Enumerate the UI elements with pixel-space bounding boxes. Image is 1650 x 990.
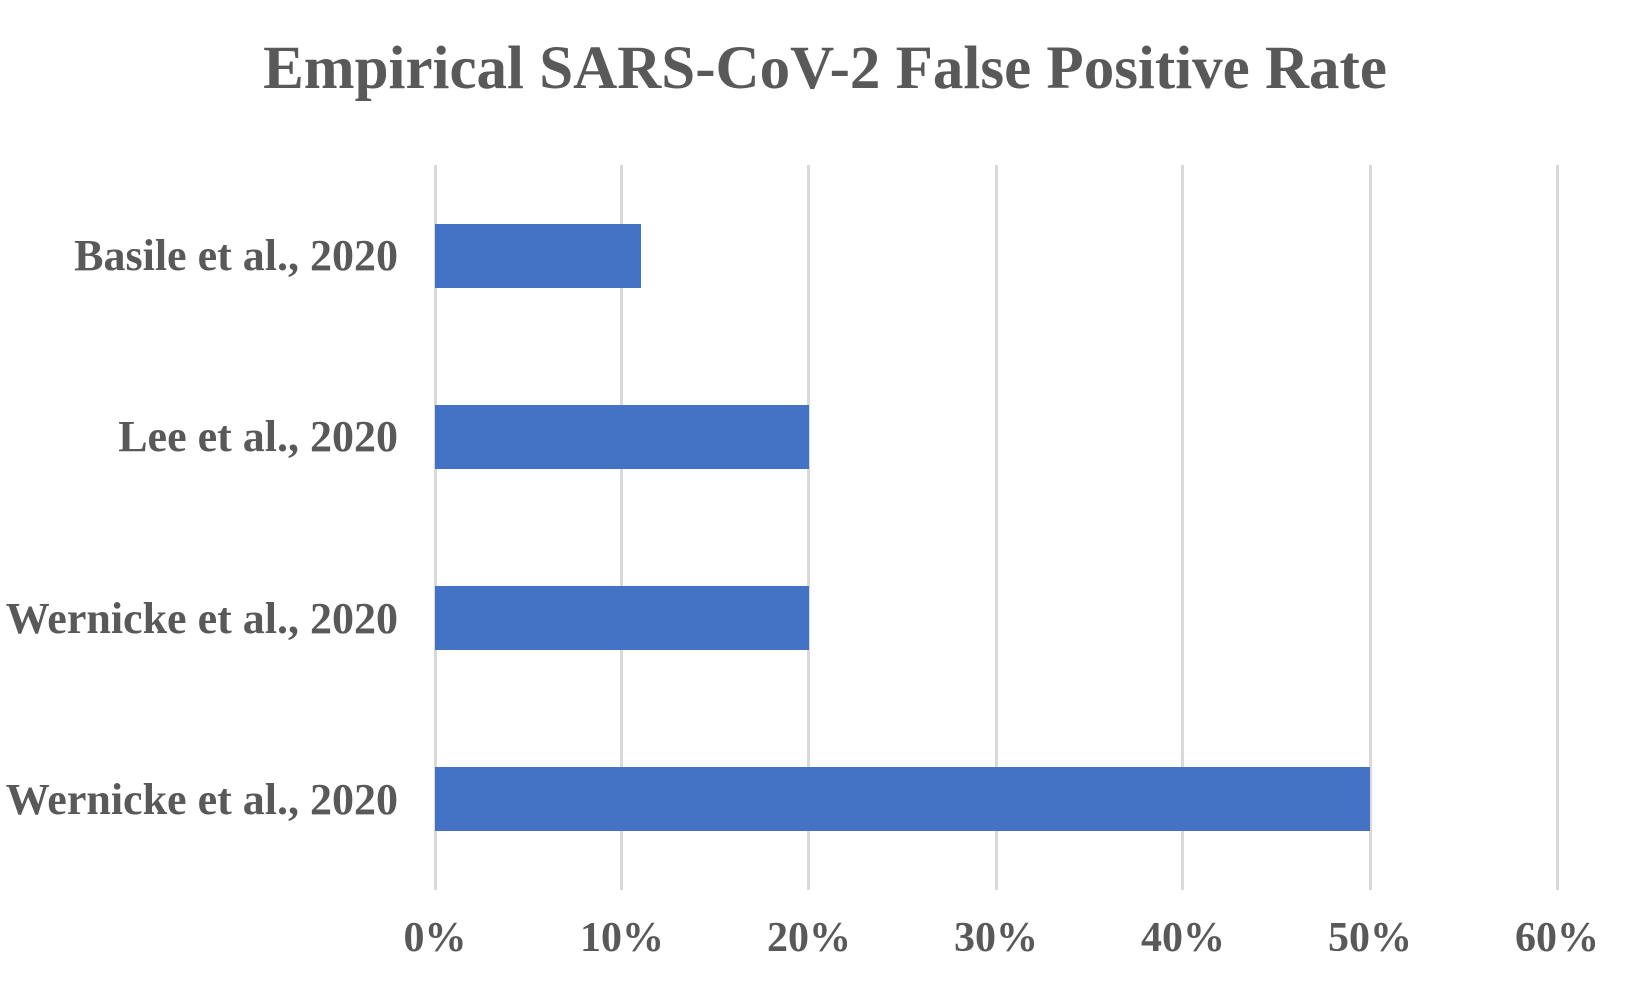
x-tick-label: 60%: [1515, 915, 1599, 961]
bar-series-point-1: [435, 404, 809, 469]
x-tick-label: 50%: [1328, 915, 1412, 961]
gridline-0%: [433, 165, 437, 890]
gridline-10%: [620, 165, 624, 890]
gridline-20%: [807, 165, 811, 890]
x-tick-label: 20%: [767, 915, 851, 961]
bar-series-point-3: [435, 767, 1370, 832]
plot-area: [433, 165, 1559, 890]
category-label: Basile et al., 2020: [74, 231, 398, 281]
bar-series-point-0: [435, 223, 641, 288]
x-tick-label: 10%: [580, 915, 664, 961]
value-axis: 0% 10% 20% 30% 40% 50% 60%: [404, 908, 1600, 968]
chart-title: Empirical SARS-CoV-2 False Positive Rate: [263, 35, 1387, 102]
gridline-40%: [1181, 165, 1185, 890]
category-axis: Basile et al., 2020 Lee et al., 2020 Werni…: [0, 165, 398, 890]
gridline-50%: [1368, 165, 1372, 890]
x-tick-label: 30%: [954, 915, 1038, 961]
category-label: Lee et al., 2020: [118, 412, 398, 462]
bar-series-point-2: [435, 586, 809, 651]
x-tick-label: 0%: [403, 915, 467, 961]
category-label: Wernicke et al., 2020: [5, 774, 398, 824]
x-tick-label: 40%: [1141, 915, 1225, 961]
category-label: Wernicke et al., 2020: [5, 593, 398, 643]
gridline-60%: [1555, 165, 1559, 890]
gridline-30%: [994, 165, 998, 890]
